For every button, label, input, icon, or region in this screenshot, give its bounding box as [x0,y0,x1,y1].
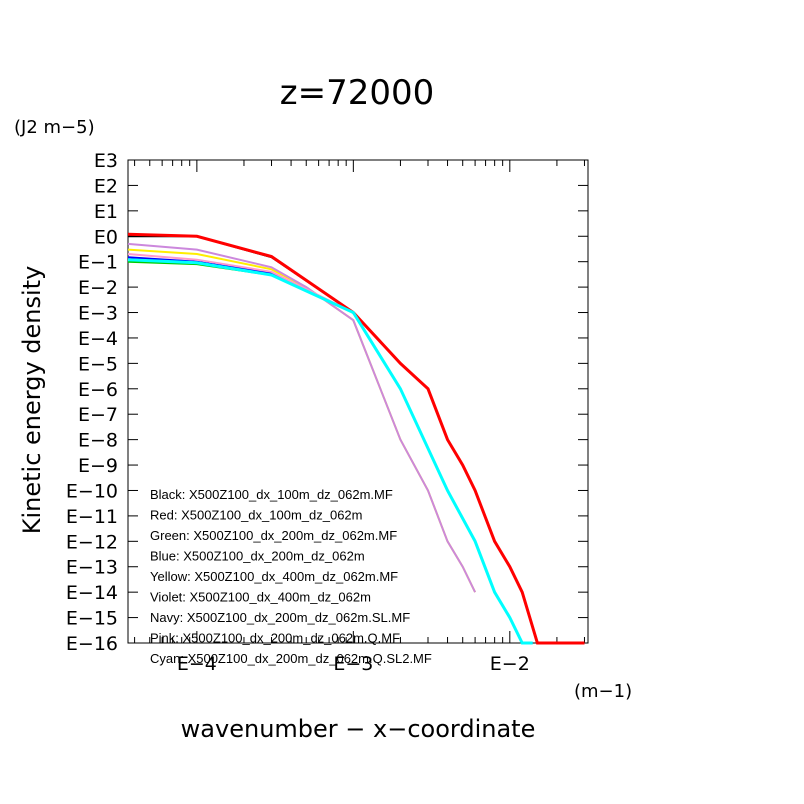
legend-entry-7: Pink: X500Z100_dx_200m_dz_062m.Q.MF [150,631,400,646]
x-tick-label: E−4 [177,653,217,675]
y-tick-label: E−5 [78,353,118,375]
y-tick-label: E1 [94,201,118,223]
y-tick-label: E−6 [78,379,118,401]
y-tick-label: E−13 [66,557,118,579]
plot-frame [127,159,589,644]
series-line-5 [127,242,476,593]
legend-entry-4: Yellow: X500Z100_dx_400m_dz_062m.MF [150,569,398,584]
chart-title: z=72000 [280,73,435,113]
x-axis-label: wavenumber − x−coordinate [181,715,536,743]
x-axis-unit: (m−1) [574,681,632,702]
x-tick-label: E−2 [490,653,530,675]
legend-entry-5: Violet: X500Z100_dx_400m_dz_062m [150,590,371,605]
y-tick-label: E−10 [66,480,118,502]
y-tick-label: E−9 [78,455,118,477]
y-tick-label: E−14 [66,582,118,604]
series-line-8 [127,258,533,645]
y-tick-label: E−7 [78,404,118,426]
legend: Black: X500Z100_dx_100m_dz_062m.MF Red: X… [150,487,432,666]
legend-entry-1: Red: X500Z100_dx_100m_dz_062m [150,508,362,523]
y-axis: E3 E2 E1 E0 E−1 E−2 E−3 E−4 E−5 E−6 E−7 E−8 E−9 E−10 E… [66,150,588,655]
y-tick-label: E−3 [78,303,118,325]
y-axis-label: Kinetic energy density [18,266,46,535]
y-axis-unit: (J2 m−5) [14,117,95,138]
x-axis: E−4 E−3 E−2 [134,160,585,675]
y-tick-label: E−2 [78,277,118,299]
y-tick-label: E−8 [78,430,118,452]
legend-entry-3: Blue: X500Z100_dx_200m_dz_062m [150,549,365,564]
legend-entry-0: Black: X500Z100_dx_100m_dz_062m.MF [150,487,393,502]
legend-entry-6: Navy: X500Z100_dx_200m_dz_062m.SL.MF [150,610,410,625]
y-tick-label: E2 [94,175,118,197]
legend-entry-2: Green: X500Z100_dx_200m_dz_062m.MF [150,528,397,543]
y-tick-label: E−16 [66,633,118,655]
series-line-1 [127,232,585,645]
y-tick-label: E−4 [78,328,118,350]
y-tick-label: E−15 [66,608,118,630]
x-tick-label: E−3 [333,653,373,675]
legend-entry-8: Cyan: X500Z100_dx_200m_dz_062m.Q.SL2.MF [150,651,432,666]
y-tick-label: E−12 [66,531,118,553]
y-tick-label: E3 [94,150,118,172]
y-tick-label: E0 [94,226,118,248]
series-lines [127,232,585,645]
y-tick-label: E−11 [66,506,118,528]
y-tick-label: E−1 [78,252,118,274]
